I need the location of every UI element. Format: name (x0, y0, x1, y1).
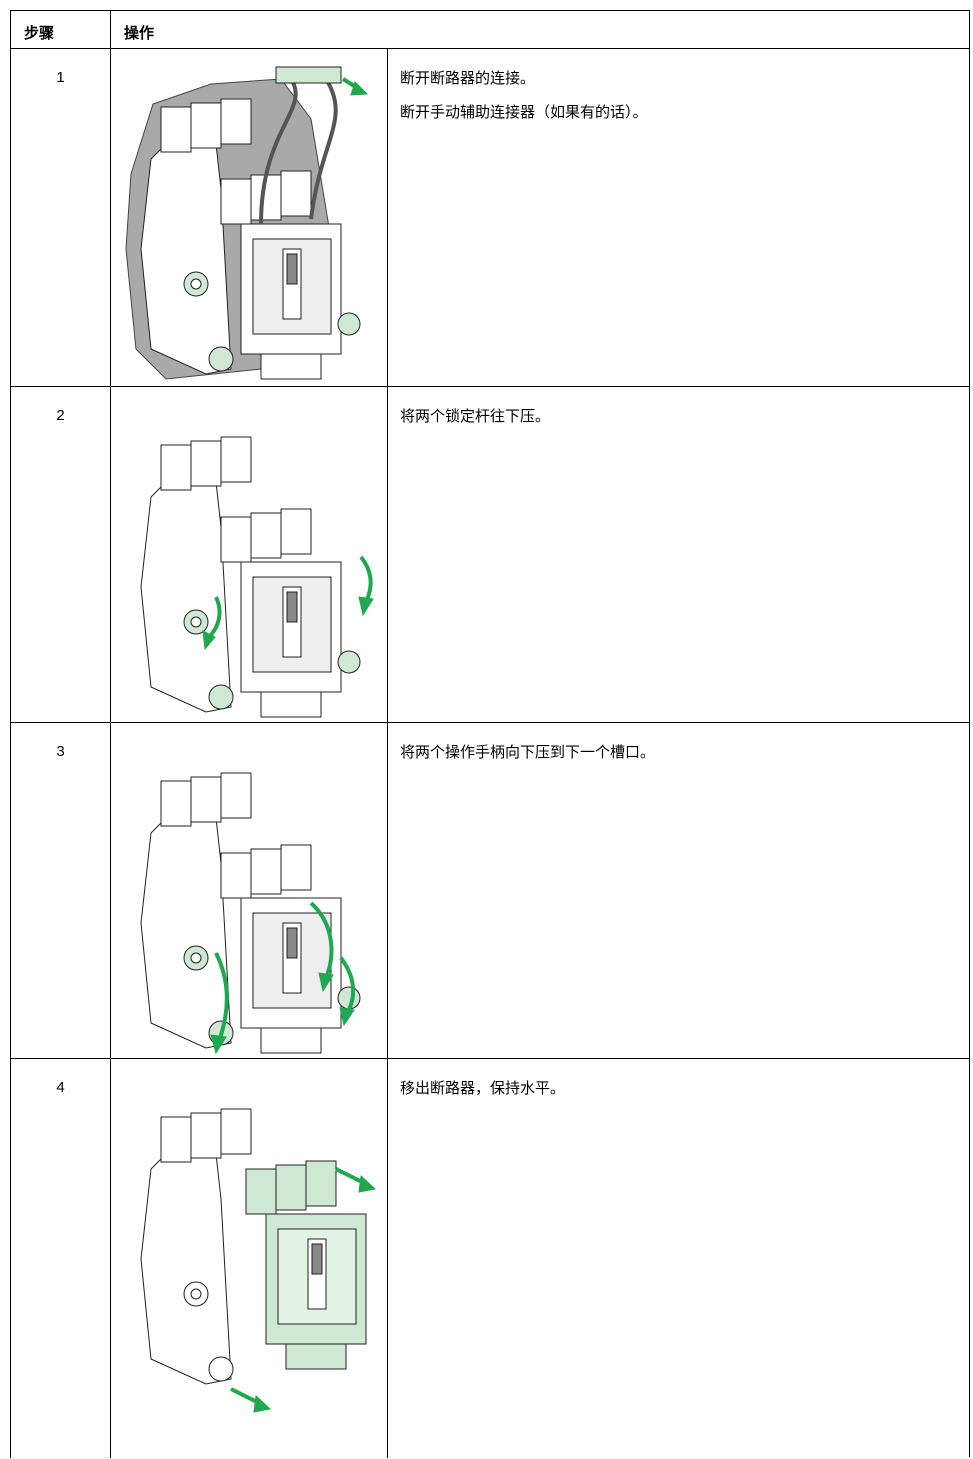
instruction-text: 将两个锁定杆往下压。 (400, 408, 551, 425)
arrow-head (203, 631, 215, 649)
text-cell: 将两个操作手柄向下压到下一个槽口。 (387, 722, 970, 1058)
terminal (221, 437, 251, 482)
mounting-plate (141, 1149, 231, 1384)
illustration (111, 1059, 388, 1459)
arrow-head (359, 597, 373, 615)
terminal (276, 1165, 306, 1210)
step-number: 2 (56, 407, 65, 424)
bottom-terminal (261, 1028, 321, 1053)
bottom-terminal (261, 354, 321, 379)
step-number: 1 (56, 69, 65, 86)
wheel (209, 685, 233, 709)
arrow-head (351, 82, 367, 95)
terminal (221, 99, 251, 144)
handle-inner (191, 617, 201, 627)
terminal (281, 845, 311, 890)
header-cell: 步骤 (10, 10, 110, 48)
terminal (281, 509, 311, 554)
arrow-head (319, 973, 333, 991)
toggle-window (287, 928, 297, 958)
cable (261, 79, 296, 224)
terminal (281, 171, 311, 216)
connector (276, 67, 341, 83)
handle-inner (191, 953, 201, 963)
arrow-head (211, 1035, 226, 1053)
text-cell: 断开断路器的连接。断开手动辅助连接器（如果有的话）。 (387, 48, 970, 386)
illustration (111, 49, 388, 387)
illustration-cell (110, 386, 387, 722)
terminal (161, 107, 191, 152)
mounting-plate (141, 813, 231, 1048)
terminal (306, 1161, 336, 1206)
terminal (191, 103, 221, 148)
terminal (246, 1169, 276, 1214)
header-text: 操作 (124, 25, 155, 42)
wheel (338, 651, 360, 673)
bottom-terminal (261, 692, 321, 717)
illustration (111, 387, 388, 723)
instruction-text: 将两个操作手柄向下压到下一个槽口。 (400, 744, 656, 761)
toggle-window (312, 1244, 322, 1274)
terminal (251, 849, 281, 894)
arrow-head (340, 1008, 354, 1025)
handle-inner (191, 279, 201, 289)
illustration (111, 723, 388, 1059)
terminal (161, 781, 191, 826)
text-cell: 将两个锁定杆往下压。 (387, 386, 970, 722)
illustration-cell (110, 48, 387, 386)
terminal (221, 773, 251, 818)
header-text: 步骤 (24, 25, 55, 42)
arrow-head (359, 1176, 375, 1192)
toggle-window (287, 592, 297, 622)
right-border (969, 10, 970, 1457)
green-arrow (311, 903, 331, 978)
step-number: 4 (56, 1079, 65, 1096)
mounting-plate (141, 139, 231, 374)
terminal (161, 445, 191, 490)
wheel (209, 1357, 233, 1381)
terminal (191, 1113, 221, 1158)
mounting-plate (141, 477, 231, 712)
step-cell: 2 (10, 386, 110, 722)
green-arrow (361, 557, 371, 602)
terminal (251, 513, 281, 558)
instruction-text: 断开断路器的连接。 (400, 70, 536, 87)
terminal (161, 1117, 191, 1162)
step-cell: 4 (10, 1058, 110, 1458)
toggle-window (287, 254, 297, 284)
illustration-cell (110, 1058, 387, 1458)
cable (311, 79, 336, 219)
green-arrow (216, 953, 227, 1041)
terminal (221, 1109, 251, 1154)
handle-inner (191, 1289, 201, 1299)
header-cell: 操作 (110, 10, 970, 48)
bottom-terminal (286, 1344, 346, 1369)
wheel (209, 347, 233, 371)
instruction-text: 移出断路器，保持水平。 (400, 1080, 566, 1097)
step-cell: 3 (10, 722, 110, 1058)
arrow-head (254, 1396, 270, 1412)
terminal (191, 777, 221, 822)
instruction-text: 断开手动辅助连接器（如果有的话）。 (400, 104, 648, 121)
terminal (221, 853, 251, 898)
terminal (221, 517, 251, 562)
green-arrow (209, 597, 220, 637)
terminal (191, 441, 221, 486)
step-number: 3 (56, 743, 65, 760)
text-cell: 移出断路器，保持水平。 (387, 1058, 970, 1458)
illustration-cell (110, 722, 387, 1058)
step-cell: 1 (10, 48, 110, 386)
wheel (338, 313, 360, 335)
terminal (221, 179, 251, 224)
